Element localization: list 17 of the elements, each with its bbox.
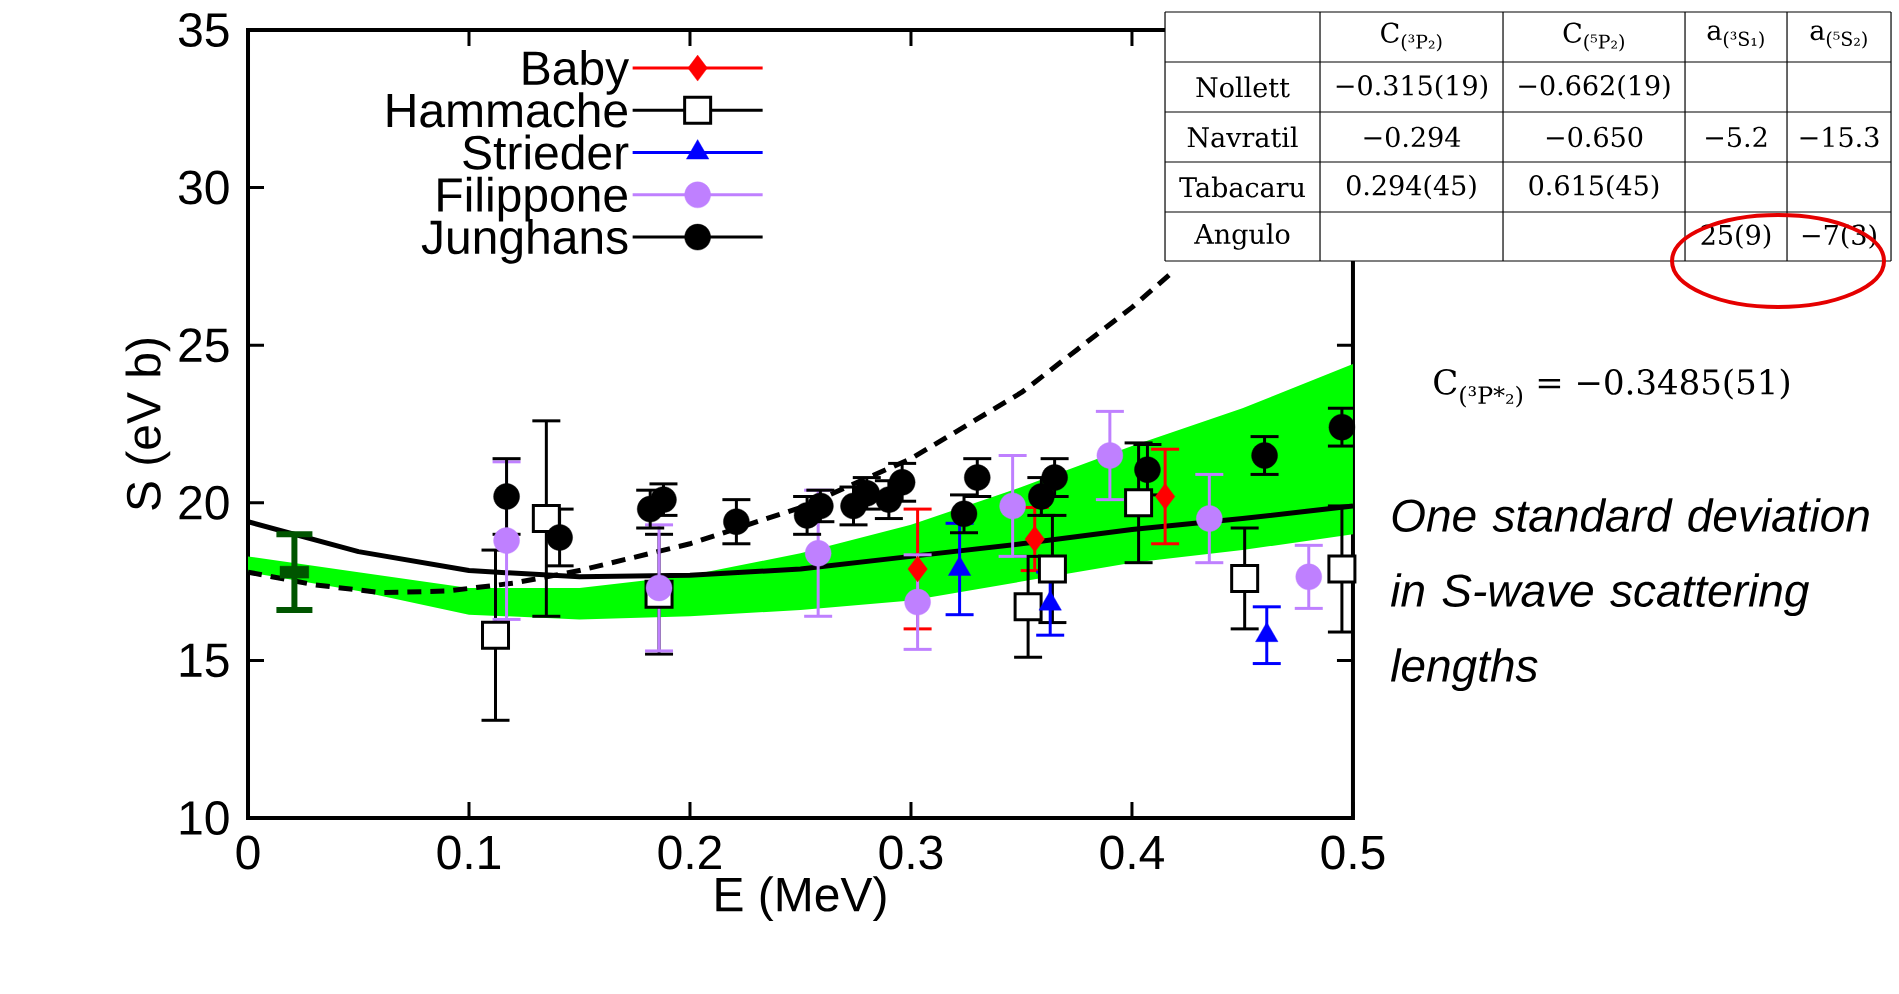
y-tick-label: 15 bbox=[180, 643, 229, 678]
legend-label: Strieder bbox=[463, 134, 629, 170]
x-tick-label: 0.4 bbox=[1100, 835, 1164, 870]
x-axis-title: E (MeV) bbox=[716, 876, 886, 922]
x-tick-label: 0 bbox=[236, 835, 260, 870]
y-axis-title: S (eV b) bbox=[125, 338, 171, 510]
x-tick-label: 0.2 bbox=[658, 835, 721, 870]
y-tick-label: 10 bbox=[180, 801, 229, 835]
y-tick-label: 20 bbox=[179, 485, 229, 520]
text: One standard deviation in S-wave scattering lengths bbox=[1390, 498, 1869, 692]
x-tick-label: 0.3 bbox=[879, 835, 943, 870]
y-tick-label: 35 bbox=[178, 13, 229, 47]
x-tick-label: 0.1 bbox=[437, 835, 501, 870]
x-tick-label: 0.5 bbox=[1321, 835, 1385, 870]
text: C$_{(³P*₂)}$ = −0.3485(51) bbox=[1434, 368, 1789, 408]
y-tick-label: 30 bbox=[178, 170, 229, 205]
y-tick-label: 25 bbox=[179, 328, 229, 363]
